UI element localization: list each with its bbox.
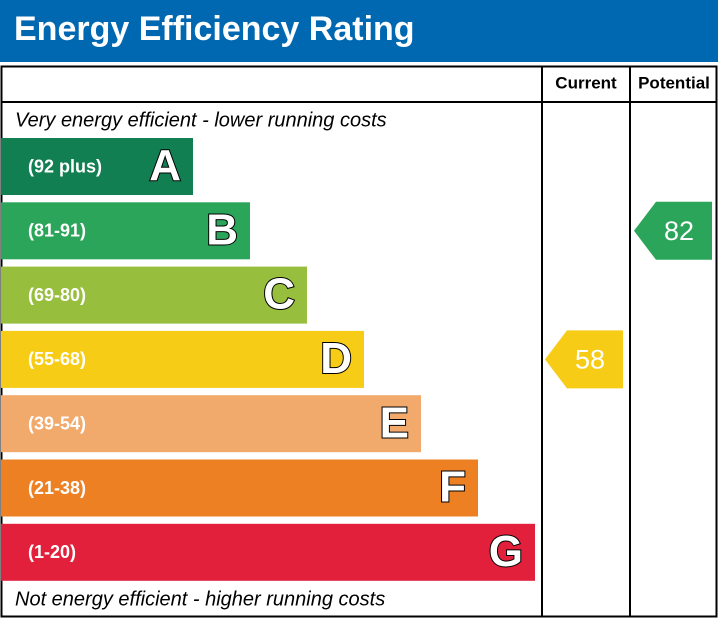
band-bar bbox=[1, 395, 421, 453]
band-range: (81-91) bbox=[28, 221, 86, 241]
band-range: (21-38) bbox=[28, 478, 86, 498]
band-range: (92 plus) bbox=[28, 156, 102, 176]
rating-value: 82 bbox=[664, 216, 694, 246]
column-header: Current bbox=[555, 73, 617, 92]
rating-arrow bbox=[634, 201, 712, 260]
band-letter: C bbox=[263, 270, 295, 319]
band-letter: G bbox=[489, 527, 523, 576]
rating-arrow bbox=[545, 330, 623, 389]
band-range: (69-80) bbox=[28, 285, 86, 305]
band-bar bbox=[1, 138, 193, 195]
band-letter: E bbox=[380, 398, 409, 447]
band-range: (39-54) bbox=[28, 413, 86, 433]
bottom-note: Not energy efficient - higher running co… bbox=[15, 588, 385, 610]
rating-value: 58 bbox=[575, 345, 605, 375]
band-letter: F bbox=[439, 463, 466, 512]
band-letter: A bbox=[149, 141, 181, 190]
band-bar bbox=[1, 266, 307, 324]
column-header: Potential bbox=[638, 73, 710, 92]
top-note: Very energy efficient - lower running co… bbox=[15, 109, 387, 131]
band-letter: B bbox=[206, 205, 238, 254]
title: Energy Efficiency Rating bbox=[14, 10, 415, 48]
band-bar bbox=[1, 330, 364, 388]
band-letter: D bbox=[320, 334, 352, 383]
band-bar bbox=[1, 459, 478, 517]
band-range: (1-20) bbox=[28, 542, 76, 562]
band-bar bbox=[1, 202, 250, 260]
band-bar bbox=[1, 523, 535, 581]
title-bar bbox=[0, 0, 718, 62]
band-range: (55-68) bbox=[28, 349, 86, 369]
